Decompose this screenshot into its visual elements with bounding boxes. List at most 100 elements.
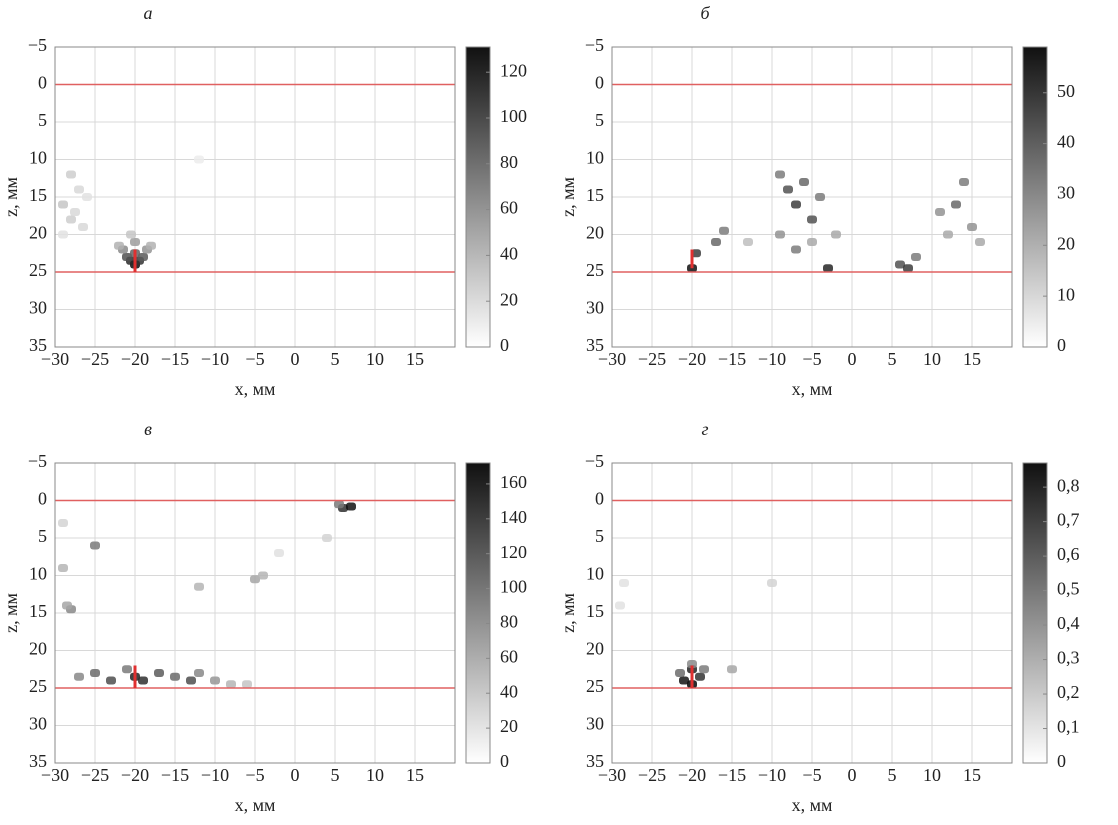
heat-cell [695,672,705,681]
heat-cell [895,260,905,269]
heat-cell [58,564,68,572]
x-tick-label: −10 [758,349,786,369]
x-tick-label: −20 [678,765,706,785]
y-tick-label: 5 [38,110,47,130]
plot-frame [54,46,456,348]
heat-cell [226,680,236,689]
heat-cell [783,185,793,194]
panel-title: в [144,419,152,439]
colorbar-tick-label: 0 [500,751,509,771]
x-tick-label: −5 [802,765,821,785]
x-tick-label: 15 [406,349,424,369]
colorbar-tick-label: 20 [500,289,518,309]
x-tick-label: 0 [848,349,857,369]
x-axis-label: x, мм [235,795,276,815]
x-tick-label: −25 [81,349,109,369]
colorbar-tick-label: 80 [500,612,518,632]
heat-cell [975,238,985,246]
colorbar-tick-label: 20 [500,716,518,736]
heat-cell [70,208,80,216]
heat-cell [807,215,817,224]
y-tick-label: −5 [28,451,47,471]
heat-cell [951,200,961,209]
heat-cell [967,223,977,231]
colorbar-tick-label: 0,3 [1057,648,1080,668]
colorbar-tick-label: 0 [1057,335,1066,355]
heat-cell [823,264,833,273]
heat-cell [194,155,204,164]
y-tick-label: 30 [586,714,604,734]
y-tick-label: −5 [585,451,604,471]
heat-cell [615,601,625,610]
x-tick-label: −15 [718,349,746,369]
x-tick-label: −25 [638,765,666,785]
heat-cell [334,500,344,509]
heat-cell [322,534,332,542]
y-tick-label: 25 [29,676,47,696]
x-tick-label: 5 [331,765,340,785]
colorbar [465,462,491,764]
heat-cell [719,226,729,235]
x-tick-label: 0 [291,349,300,369]
colorbar-tick-label: 80 [500,152,518,172]
x-tick-label: 10 [923,765,941,785]
y-tick-label: 15 [586,185,604,205]
colorbar-tick-label: 60 [500,198,518,218]
colorbar-tick-label: 60 [500,646,518,666]
heat-cell [138,253,148,261]
heat-cell [194,582,204,591]
y-tick-label: 10 [29,148,47,168]
y-tick-label: 30 [586,298,604,318]
x-tick-label: −25 [81,765,109,785]
colorbar-tick-label: 0 [500,335,509,355]
x-tick-label: 5 [888,349,897,369]
x-tick-label: −30 [41,765,69,785]
heat-cell [242,680,252,689]
x-tick-label: 15 [963,349,981,369]
y-tick-label: 15 [29,601,47,621]
colorbar-tick-label: 100 [500,106,527,126]
heat-cell [799,178,809,186]
y-tick-label: −5 [28,35,47,55]
y-tick-label: 25 [29,260,47,280]
x-tick-label: 15 [406,765,424,785]
y-tick-label: 0 [595,73,604,93]
heat-cell [122,253,132,261]
colorbar-tick-label: 40 [1057,132,1075,152]
colorbar-tick-label: 40 [500,681,518,701]
panel-title: г [701,419,708,439]
heat-cell [791,200,801,209]
colorbar [1022,462,1048,764]
heat-cell [66,215,76,224]
colorbar [1022,46,1048,348]
x-tick-label: −30 [598,765,626,785]
heat-cell [146,241,156,250]
colorbar-tick-label: 0,1 [1057,717,1080,737]
heat-cell [138,676,148,685]
heat-cell [210,676,220,685]
heat-cell [943,230,953,239]
x-tick-label: −20 [121,765,149,785]
heat-cell [727,665,737,674]
y-tick-label: 5 [38,526,47,546]
colorbar-tick-label: 10 [1057,284,1075,304]
heat-cell [114,241,124,250]
heat-cell [90,669,100,677]
y-tick-label: 20 [586,639,604,659]
colorbar-tick-label: 50 [1057,81,1075,101]
y-tick-label: 0 [38,73,47,93]
y-axis-label: z, мм [558,177,578,217]
heat-cell [58,200,68,209]
heat-cell [194,669,204,677]
x-tick-label: −30 [598,349,626,369]
x-tick-label: −5 [802,349,821,369]
colorbar-tick-label: 0,5 [1057,579,1080,599]
heat-cell [619,579,629,587]
heat-cell [106,676,116,685]
y-axis-label: z, мм [558,593,578,633]
y-tick-label: −5 [585,35,604,55]
colorbar-tick-label: 0,6 [1057,544,1080,564]
heat-cell [74,672,84,681]
heat-cell [935,208,945,216]
